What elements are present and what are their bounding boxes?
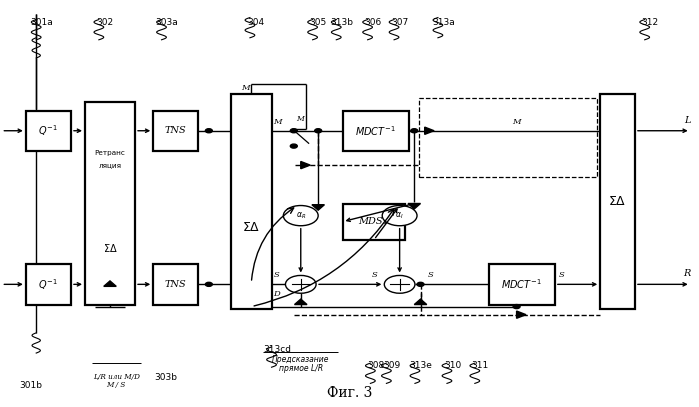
- Text: S: S: [559, 271, 564, 280]
- Bar: [600, 94, 635, 309]
- Text: S: S: [372, 271, 377, 280]
- Text: Предсказание: Предсказание: [272, 355, 329, 364]
- Polygon shape: [294, 299, 307, 304]
- Bar: [419, 98, 597, 177]
- Text: S: S: [428, 271, 433, 280]
- Polygon shape: [517, 311, 526, 318]
- Text: $Q^{-1}$: $Q^{-1}$: [38, 277, 58, 292]
- Circle shape: [417, 282, 424, 287]
- Text: D: D: [273, 291, 280, 298]
- Text: $\Sigma\Delta$: $\Sigma\Delta$: [242, 221, 261, 234]
- Text: $\alpha_I$: $\alpha_I$: [396, 210, 404, 221]
- Text: R: R: [684, 269, 691, 278]
- Polygon shape: [415, 299, 427, 304]
- Bar: [153, 264, 199, 304]
- Circle shape: [206, 129, 212, 133]
- Text: M: M: [241, 84, 250, 92]
- Text: 313e: 313e: [409, 361, 432, 370]
- Text: 310: 310: [444, 361, 461, 370]
- Text: $\Sigma\Delta$: $\Sigma\Delta$: [608, 195, 627, 208]
- Bar: [231, 94, 271, 309]
- Text: 312: 312: [642, 18, 659, 26]
- Text: ляция: ляция: [99, 162, 122, 168]
- Circle shape: [206, 282, 212, 287]
- Circle shape: [384, 276, 415, 293]
- Circle shape: [411, 129, 418, 133]
- Text: $\Sigma\Delta$: $\Sigma\Delta$: [103, 242, 117, 254]
- Text: 302: 302: [96, 18, 113, 26]
- Text: 306: 306: [365, 18, 382, 26]
- Text: 305: 305: [310, 18, 327, 26]
- Bar: [85, 103, 135, 304]
- Text: 308: 308: [368, 361, 384, 370]
- Text: M / S: M / S: [106, 381, 126, 389]
- Text: 301a: 301a: [30, 18, 53, 26]
- Text: 301b: 301b: [19, 381, 42, 390]
- Bar: [343, 204, 405, 240]
- Text: 309: 309: [383, 361, 401, 370]
- Text: TNS: TNS: [165, 126, 187, 135]
- Text: 311: 311: [472, 361, 489, 370]
- Text: L: L: [684, 116, 691, 125]
- Text: 303b: 303b: [154, 373, 178, 382]
- Circle shape: [315, 129, 322, 133]
- Polygon shape: [301, 162, 310, 169]
- Text: 304: 304: [247, 18, 264, 26]
- Text: 303a: 303a: [156, 18, 178, 26]
- Text: $Q^{-1}$: $Q^{-1}$: [38, 123, 58, 138]
- Text: 307: 307: [391, 18, 408, 26]
- Bar: [26, 264, 71, 304]
- Text: 313cd: 313cd: [263, 345, 291, 354]
- Bar: [343, 111, 409, 151]
- Text: M: M: [512, 118, 521, 126]
- Bar: [153, 111, 199, 151]
- Text: Ретранс: Ретранс: [94, 150, 125, 156]
- Circle shape: [513, 304, 520, 309]
- Bar: [26, 111, 71, 151]
- Text: TNS: TNS: [165, 280, 187, 289]
- Polygon shape: [408, 204, 421, 209]
- Polygon shape: [103, 281, 116, 287]
- Text: L/R или M/D: L/R или M/D: [93, 373, 140, 381]
- Circle shape: [285, 276, 316, 293]
- Polygon shape: [425, 127, 434, 134]
- Circle shape: [290, 129, 297, 133]
- Text: 313a: 313a: [432, 18, 455, 26]
- Text: 313b: 313b: [331, 18, 353, 26]
- Text: M: M: [296, 116, 303, 123]
- Polygon shape: [312, 205, 324, 210]
- Circle shape: [290, 144, 297, 148]
- Text: Фиг. 3: Фиг. 3: [327, 385, 372, 400]
- Text: прямое L/R: прямое L/R: [279, 364, 323, 373]
- Text: $MDCT^{-1}$: $MDCT^{-1}$: [501, 278, 542, 291]
- Bar: [489, 264, 555, 304]
- Text: $MDCT^{-1}$: $MDCT^{-1}$: [355, 124, 396, 138]
- Text: $\alpha_R$: $\alpha_R$: [296, 210, 306, 221]
- Circle shape: [283, 206, 318, 226]
- Text: M: M: [273, 118, 282, 126]
- Circle shape: [382, 206, 417, 226]
- Text: MDST: MDST: [359, 217, 389, 226]
- Text: S: S: [273, 271, 280, 280]
